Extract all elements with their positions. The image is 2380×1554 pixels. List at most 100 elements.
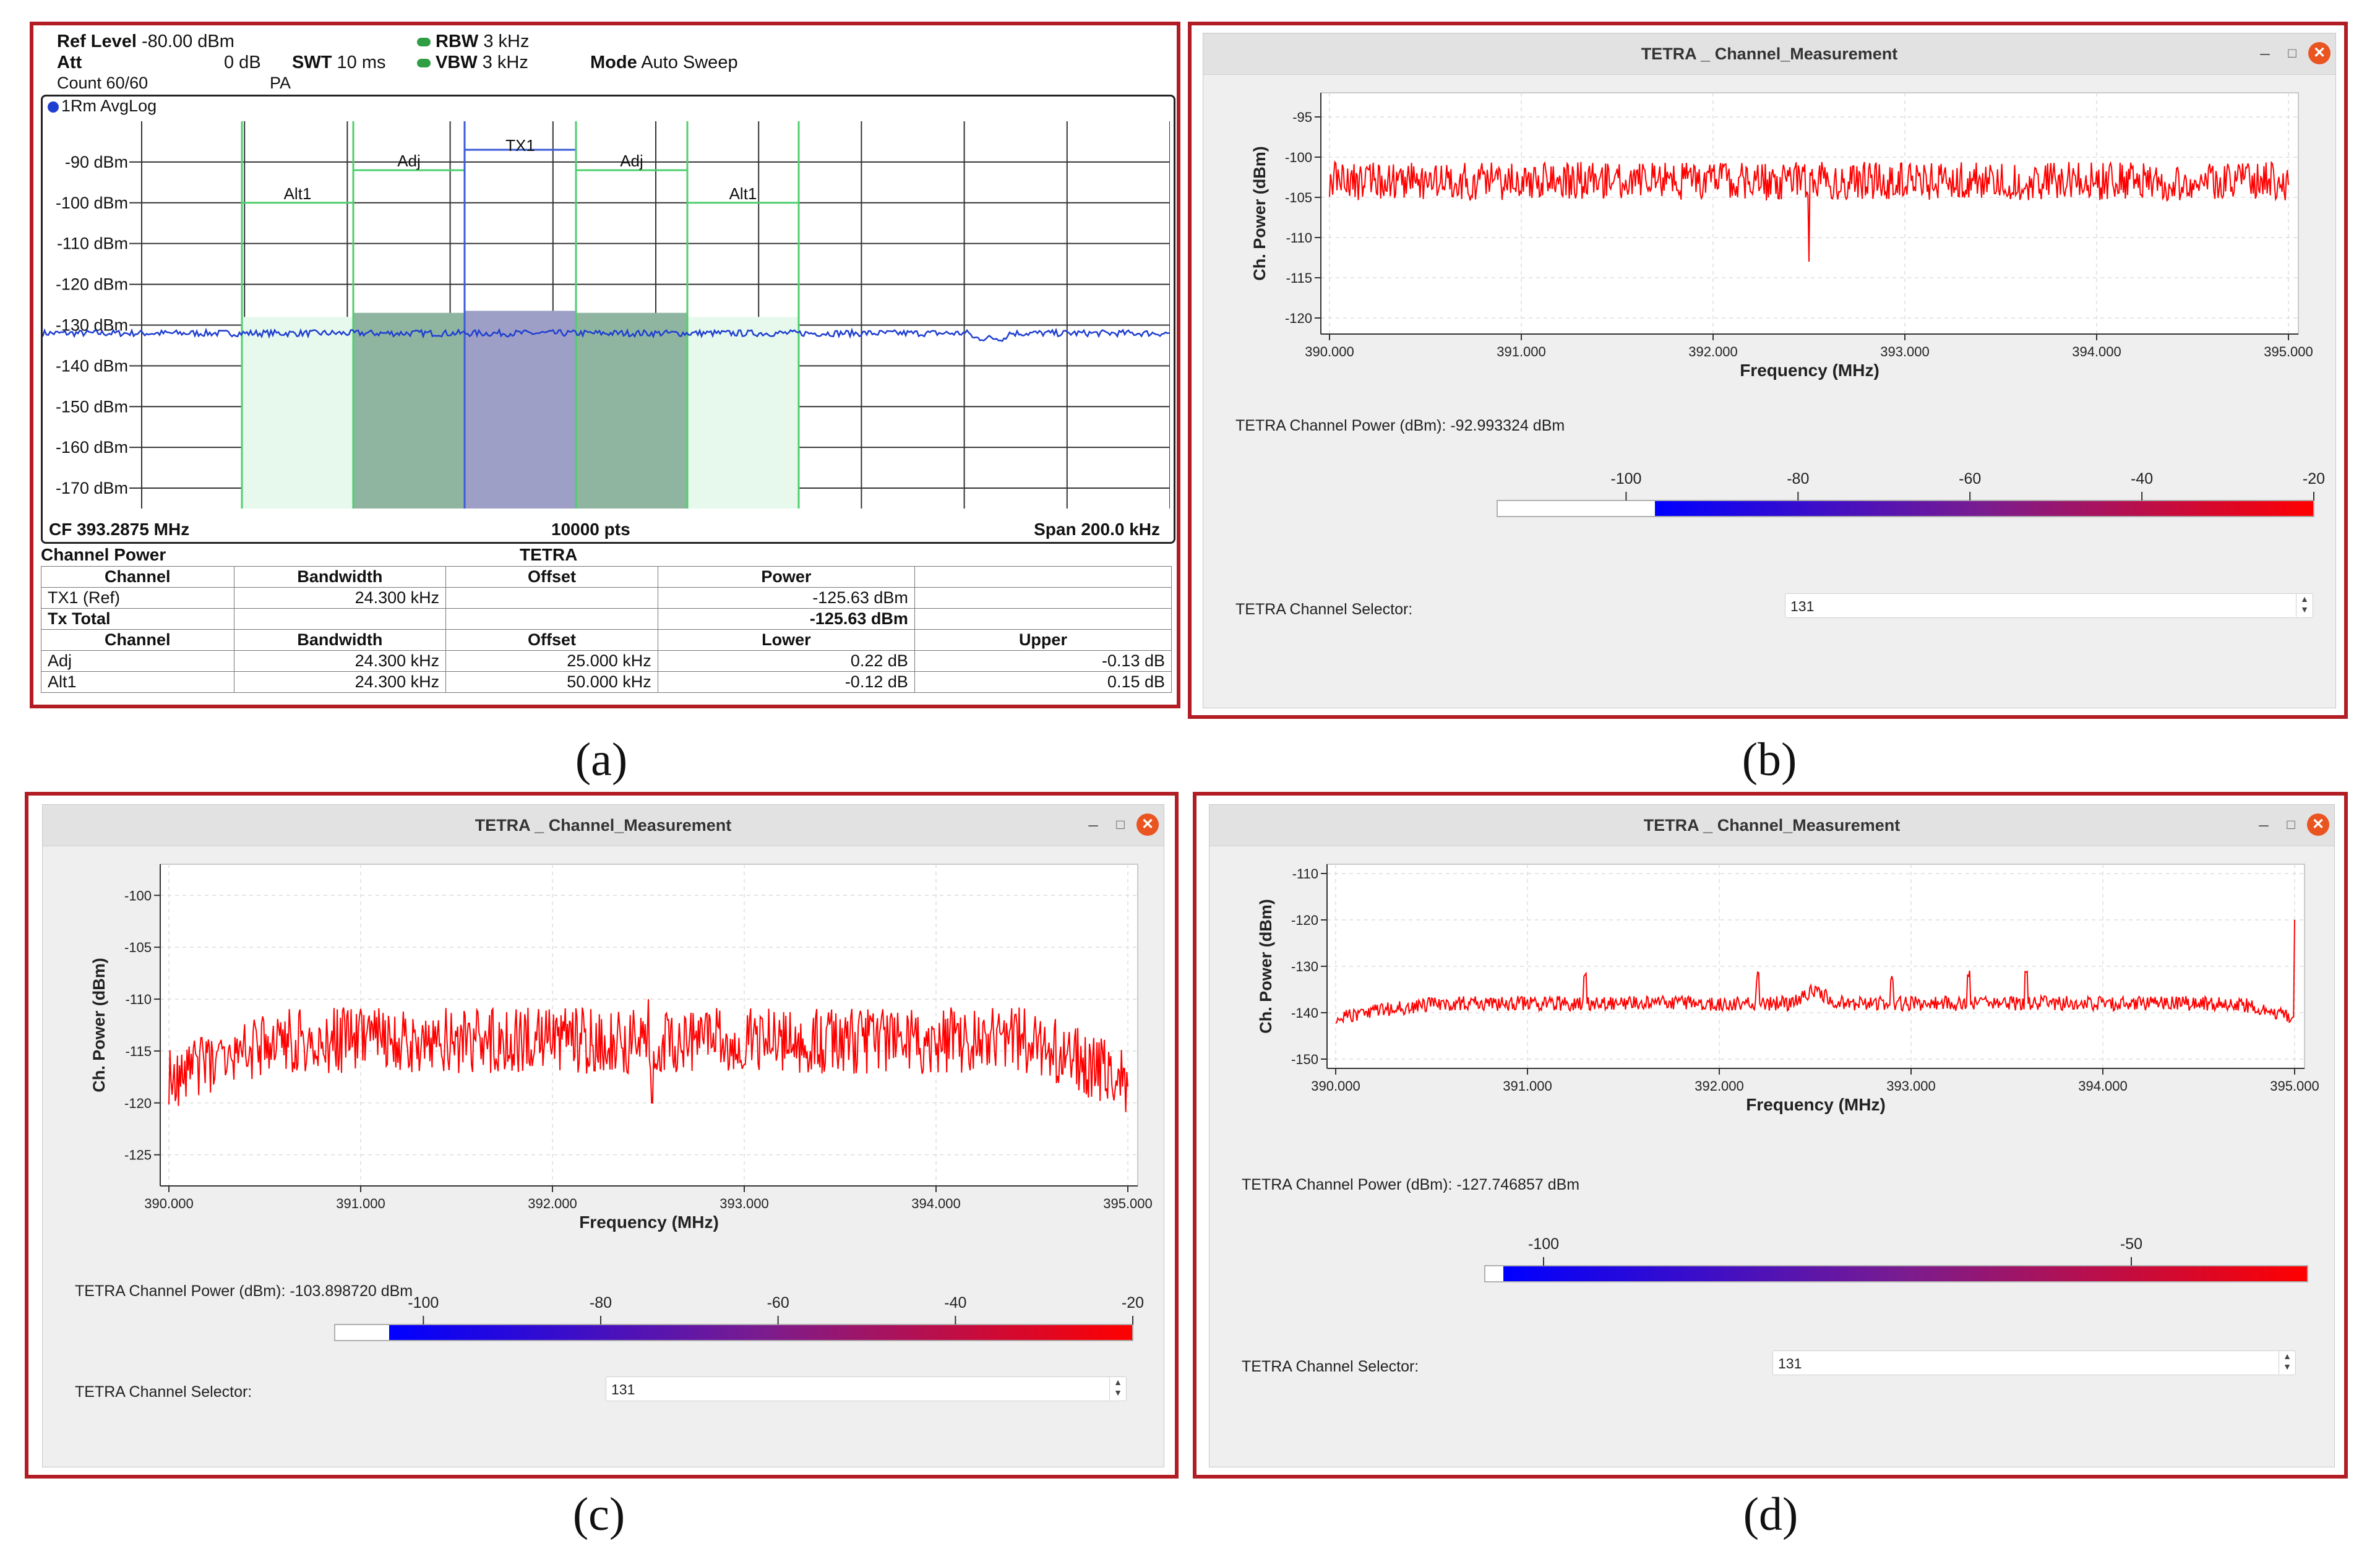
- y-tick-label: -110: [126, 992, 152, 1007]
- table-cell: [445, 608, 658, 630]
- bar-tick-label: -80: [590, 1294, 612, 1311]
- power-readout: TETRA Channel Power (dBm): -127.746857 d…: [1242, 1176, 1580, 1193]
- x-tick-label: 391.000: [336, 1196, 385, 1211]
- y-tick-label: -120: [124, 1096, 152, 1111]
- channel-selector-spinbox[interactable]: 131 ▲ ▼: [1772, 1350, 2296, 1375]
- channel-band: [242, 317, 353, 509]
- close-icon[interactable]: ✕: [1136, 813, 1159, 836]
- swt: SWT 10 ms: [292, 53, 386, 72]
- window-d: TETRA _ Channel_Measurement – □ ✕ TETRA …: [1209, 804, 2335, 1467]
- bar-tick-label: -100: [1610, 470, 1641, 487]
- spin-arrows-icon[interactable]: ▲ ▼: [1109, 1377, 1126, 1400]
- y-axis-label: Ch. Power (dBm): [1250, 146, 1269, 281]
- minimize-icon[interactable]: –: [2259, 815, 2269, 834]
- minimize-icon[interactable]: –: [1088, 815, 1098, 834]
- caption-a: (a): [575, 734, 628, 786]
- table-cell: Adj: [41, 650, 234, 672]
- table-cell: -125.63 dBm: [657, 608, 915, 630]
- channel-selector-spinbox[interactable]: 131 ▲ ▼: [606, 1376, 1127, 1401]
- selector-value: 131: [1790, 598, 1815, 614]
- spin-arrows-icon[interactable]: ▲ ▼: [2279, 1351, 2295, 1374]
- span: Span 200.0 kHz: [1034, 520, 1160, 539]
- channel-band: [465, 311, 576, 509]
- att-label: Att: [57, 53, 82, 72]
- table-cell: -0.13 dB: [914, 650, 1172, 672]
- table-cell: Channel: [41, 566, 234, 588]
- att-value: 0 dB: [224, 53, 261, 72]
- y-tick-label: -130 dBm: [56, 316, 128, 334]
- maximize-icon[interactable]: □: [1116, 817, 1125, 832]
- selector-label: TETRA Channel Selector:: [1242, 1358, 1419, 1375]
- plot-area: [1326, 864, 2305, 1069]
- table-cell: 50.000 kHz: [445, 671, 658, 693]
- power-trace: [1329, 160, 2289, 262]
- y-tick-label: -95: [1292, 109, 1312, 125]
- bar-tick-label: -100: [408, 1294, 439, 1311]
- y-tick-label: -105: [124, 940, 152, 955]
- title-bar: TETRA _ Channel_Measurement – □ ✕: [1209, 805, 2334, 846]
- channel-band: [576, 312, 687, 509]
- table-cell: 0.22 dB: [657, 650, 915, 672]
- x-tick-label: 394.000: [911, 1196, 961, 1211]
- power-chart: 390.000 391.000 392.000 393.000 394.000 395.0…: [1250, 92, 2325, 517]
- power-chart: 390.000 391.000 392.000 393.000 394.000 395.0…: [1257, 864, 2319, 1282]
- table-cell: [914, 566, 1172, 588]
- table-cell: TX1 (Ref): [41, 587, 234, 609]
- table-cell: [914, 608, 1172, 630]
- table-row: Adj 24.300 kHz 25.000 kHz 0.22 dB -0.13 …: [41, 650, 1172, 672]
- points: 10000 pts: [551, 520, 630, 539]
- x-tick-label: 393.000: [1886, 1078, 1936, 1094]
- table-cell: Channel: [41, 629, 234, 651]
- maximize-icon[interactable]: □: [2288, 45, 2296, 61]
- selector-value: 131: [611, 1381, 635, 1397]
- analyzer-plot: 1Rm AvgLog -90 dBm -100 dBm -110 dBm -120 d…: [41, 95, 1175, 544]
- panel-a: Ref Level -80.00 dBm Att 0 dB SWT 10 ms …: [30, 22, 1180, 708]
- y-tick-label: -140 dBm: [56, 356, 128, 375]
- x-tick-label: 390.000: [144, 1196, 194, 1211]
- spin-arrows-icon[interactable]: ▲ ▼: [2296, 594, 2313, 617]
- x-tick-label: 395.000: [1103, 1196, 1153, 1211]
- caption-c: (c): [572, 1488, 625, 1540]
- table-cell: 0.15 dB: [914, 671, 1172, 693]
- channel-label: Adj: [397, 152, 421, 170]
- y-tick-label: -150 dBm: [56, 397, 128, 416]
- x-tick-label: 392.000: [1695, 1078, 1744, 1094]
- panel-b: TETRA _ Channel_Measurement – □ ✕ TETRA …: [1188, 22, 2348, 719]
- table-header-row: Channel Bandwidth Offset Power: [41, 566, 1172, 588]
- table-cell: Bandwidth: [233, 629, 447, 651]
- x-tick-label: 393.000: [720, 1196, 769, 1211]
- close-icon[interactable]: ✕: [2308, 42, 2331, 64]
- bar-tick-label: -40: [944, 1294, 966, 1311]
- window-c: TETRA _ Channel_Measurement – □ ✕ TETRA …: [42, 804, 1164, 1467]
- bar-tick-label: -60: [767, 1294, 789, 1311]
- caption-b: (b): [1742, 734, 1797, 786]
- maximize-icon[interactable]: □: [2287, 817, 2295, 832]
- table-header-row: Channel Bandwidth Offset Lower Upper: [41, 629, 1172, 651]
- panel-d: TETRA _ Channel_Measurement – □ ✕ TETRA …: [1193, 792, 2348, 1479]
- channel-power-table: Channel Bandwidth Offset Power TX1 (Ref)…: [41, 566, 1172, 693]
- table-cell: 24.300 kHz: [233, 671, 447, 693]
- channel-label: Alt1: [729, 184, 757, 203]
- trace-dot-icon: [48, 101, 59, 113]
- y-tick-label: -110: [1292, 866, 1318, 882]
- rbw-indicator-icon: [417, 38, 431, 47]
- window-title: TETRA _ Channel_Measurement: [1641, 45, 1898, 63]
- y-tick-label: -125: [124, 1148, 152, 1163]
- bar-tick-label: -80: [1787, 470, 1809, 487]
- power-level-fill: [1655, 501, 2313, 516]
- x-tick-label: 392.000: [1688, 344, 1738, 359]
- channel-selector-spinbox[interactable]: 131 ▲ ▼: [1785, 593, 2313, 618]
- table-title: Channel Power: [41, 545, 166, 564]
- selector-label: TETRA Channel Selector:: [1235, 601, 1413, 618]
- close-icon[interactable]: ✕: [2307, 813, 2329, 836]
- y-tick-label: -130: [1291, 959, 1318, 974]
- vbw: VBW 3 kHz: [417, 53, 528, 73]
- x-tick-label: 391.000: [1503, 1078, 1552, 1094]
- x-tick-label: 393.000: [1880, 344, 1930, 359]
- table-row: Alt1 24.300 kHz 50.000 kHz -0.12 dB 0.15…: [41, 671, 1172, 693]
- y-tick-label: -140: [1291, 1005, 1318, 1021]
- power-readout: TETRA Channel Power (dBm): -92.993324 dB…: [1235, 417, 1565, 434]
- table-cell: Alt1: [41, 671, 234, 693]
- minimize-icon[interactable]: –: [2260, 43, 2270, 62]
- window-title: TETRA _ Channel_Measurement: [475, 816, 732, 835]
